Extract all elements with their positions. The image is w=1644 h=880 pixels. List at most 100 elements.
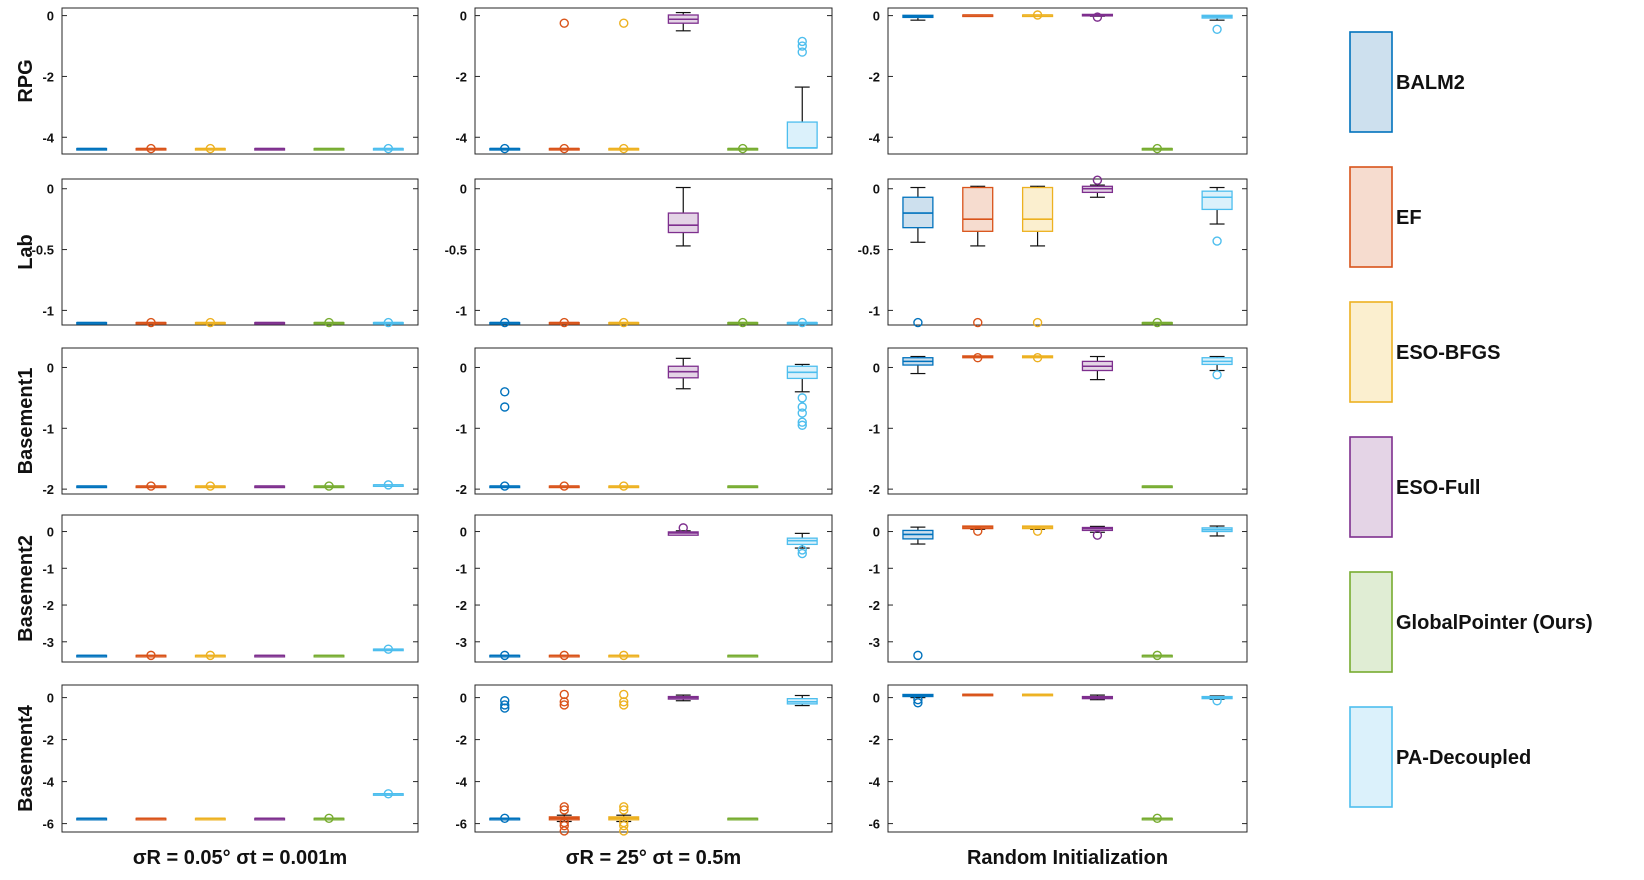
box-balm2 (76, 147, 108, 151)
outlier-point (619, 143, 629, 154)
outlier-point (559, 805, 569, 815)
outlier-point (500, 387, 510, 397)
y-tick-label: -2 (455, 733, 467, 748)
outlier-point (559, 143, 569, 154)
y-tick-label: 0 (47, 691, 54, 706)
panel-rpg-3: 0 -2 -4 (868, 7, 1248, 155)
box-balm2 (489, 650, 521, 661)
outlier-point (500, 402, 510, 412)
box-eso-full (667, 357, 699, 390)
box-ef (962, 14, 994, 18)
box-eso-full (667, 694, 699, 702)
outlier-point (559, 802, 569, 812)
y-tick-label: -2 (455, 482, 467, 497)
legend-item-eso-bfgs: ESO-BFGS (1349, 301, 1500, 403)
outlier-point (797, 408, 807, 418)
outlier-point (205, 143, 216, 154)
box-eso-full (254, 485, 286, 489)
y-tick-label: -4 (42, 130, 54, 145)
box-eso-full (1081, 175, 1114, 198)
box-eso-full (1081, 12, 1114, 22)
box-ef (135, 650, 167, 661)
outlier-point (797, 545, 807, 555)
panel-rpg-2: 0 -2 -4 (455, 7, 833, 155)
y-tick-label: 0 (47, 9, 54, 24)
column-label-2: σR = 25° σt = 0.5m (566, 847, 741, 869)
y-tick-label: 0 (460, 360, 467, 375)
box-eso-bfgs (1021, 353, 1054, 363)
row-label-basement1: Basement1 (15, 368, 37, 475)
panel-frame (887, 347, 1248, 495)
box-balm2 (902, 693, 934, 708)
box-eso-bfgs (194, 481, 226, 491)
outlier-point (1152, 317, 1162, 328)
y-tick-label: 0 (47, 182, 54, 197)
y-tick-label: -2 (868, 69, 880, 84)
box-balm2 (902, 355, 934, 375)
panel-basement4-3: 0 -2 -4 -6 (868, 684, 1248, 833)
box-ef (135, 317, 167, 328)
outlier-point (205, 481, 216, 491)
y-tick-label: 0 (873, 9, 880, 24)
outlier-point (559, 317, 569, 328)
y-tick-label: 0 (460, 9, 467, 24)
y-tick-label: 0 (873, 182, 880, 197)
outlier-point (1032, 10, 1043, 20)
legend-label: GlobalPointer (Ours) (1396, 612, 1593, 634)
outlier-point (559, 481, 569, 491)
box-eso-full (254, 654, 286, 658)
box-eso-bfgs (194, 650, 226, 661)
row-labels: RPG Lab Basement1 Basement2 Basement4 (15, 59, 37, 812)
box-balm2 (489, 317, 521, 328)
legend-swatch (1349, 571, 1393, 673)
box-globalpointer-ours- (313, 813, 345, 824)
panel-frame (61, 347, 419, 495)
y-tick-label: -6 (455, 817, 467, 832)
outlier-point (500, 481, 510, 491)
legend-swatch (1349, 166, 1393, 268)
outlier-point (383, 143, 394, 154)
column-label-3: Random Initialization (967, 847, 1168, 869)
row-label-rpg: RPG (15, 59, 37, 102)
y-tick-label: -4 (455, 130, 467, 145)
box-globalpointer-ours- (727, 317, 759, 328)
panel-frame (887, 7, 1248, 155)
box-pa-decoupled (786, 363, 818, 430)
legend-item-pa-decoupled: PA-Decoupled (1349, 706, 1531, 808)
outlier-point (797, 417, 807, 427)
outlier-point (738, 317, 748, 328)
box-pa-decoupled (1201, 186, 1233, 246)
panel-frame (474, 514, 833, 663)
box-balm2 (902, 526, 934, 661)
panels-group: 0 -2 -4 0 -2 -4 0 -2 -4 0 -0.5 -1 0 -0.5 -1 0 -0.5 -1 0 -1 -… (32, 7, 1248, 836)
y-tick-label: -2 (455, 598, 467, 613)
outlier-point (1152, 143, 1162, 154)
outlier-point (324, 813, 334, 824)
box-ef (548, 317, 580, 328)
row-label-basement2: Basement2 (15, 535, 37, 642)
outlier-point (1092, 175, 1103, 185)
box-balm2 (902, 14, 934, 21)
y-tick-label: -2 (868, 482, 880, 497)
box-eso-full (254, 321, 286, 325)
box-globalpointer-ours- (313, 147, 345, 151)
box-pa-decoupled (1201, 14, 1233, 34)
y-tick-label: 0 (873, 525, 880, 540)
y-tick-label: -3 (868, 635, 880, 650)
box-pa-decoupled (1201, 695, 1233, 706)
y-tick-label: -1 (455, 421, 467, 436)
box-eso-bfgs (1021, 10, 1054, 20)
outlier-point (797, 393, 807, 403)
box-globalpointer-ours- (313, 654, 345, 658)
panel-lab-3: 0 -0.5 -1 (858, 175, 1248, 328)
outlier-point (500, 813, 510, 824)
panel-basement2-2: 0 -1 -2 -3 (455, 514, 833, 663)
box-iqr (1021, 186, 1054, 232)
box-pa-decoupled (786, 694, 818, 707)
box-globalpointer-ours- (1141, 650, 1173, 661)
outlier-point (797, 36, 807, 47)
box-globalpointer-ours- (1141, 143, 1173, 154)
box-ef (962, 525, 994, 536)
panel-frame (474, 347, 833, 495)
box-eso-bfgs (194, 817, 226, 821)
